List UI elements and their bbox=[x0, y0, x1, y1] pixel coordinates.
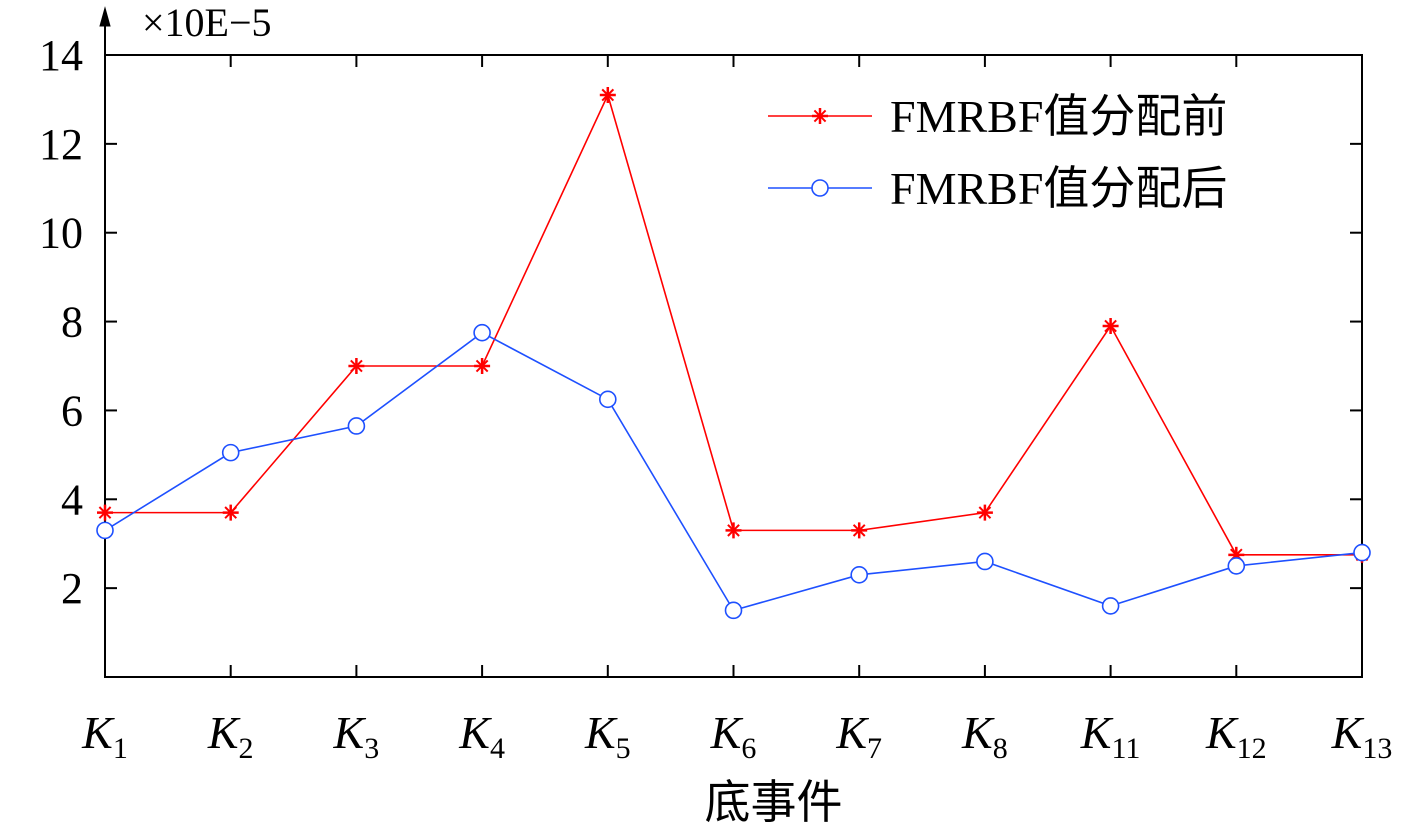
data-point bbox=[976, 552, 994, 571]
plot-frame bbox=[104, 54, 1363, 678]
x-tick-label: K3 bbox=[333, 707, 380, 765]
y-axis-ticks: 2 4 6 8 10 12 14 bbox=[39, 31, 1362, 613]
x-axis-ticks: K1 K2 K3 K4 K5 K6 K7 K8 K11 K12 K13 bbox=[81, 55, 1392, 765]
data-point bbox=[221, 443, 240, 462]
x-tick-label: K12 bbox=[1205, 707, 1267, 765]
y-tick-label: 8 bbox=[61, 298, 83, 347]
series-1 bbox=[97, 86, 1370, 563]
data-point bbox=[474, 358, 491, 374]
y-axis-multiplier: ×10E−5 bbox=[142, 0, 272, 45]
data-point bbox=[725, 522, 742, 539]
series-2 bbox=[96, 323, 1371, 620]
data-point bbox=[850, 566, 869, 584]
x-tick-label: K6 bbox=[710, 707, 757, 765]
data-point bbox=[851, 522, 868, 539]
data-point bbox=[348, 358, 365, 374]
x-tick-label: K11 bbox=[1080, 707, 1141, 765]
data-point bbox=[97, 504, 113, 521]
data-point bbox=[724, 601, 743, 620]
legend-item: FMRBF值分配前 bbox=[768, 91, 1227, 142]
data-point bbox=[1102, 318, 1119, 335]
y-tick-label: 12 bbox=[39, 120, 83, 169]
data-point bbox=[599, 86, 616, 103]
x-tick-label: K5 bbox=[584, 707, 631, 765]
series-line bbox=[104, 331, 1363, 612]
data-point bbox=[473, 323, 491, 342]
legend-marker bbox=[811, 179, 829, 197]
data-point bbox=[976, 504, 993, 521]
x-tick-label: K8 bbox=[961, 707, 1008, 765]
x-tick-label: K2 bbox=[207, 707, 254, 765]
y-tick-label: 2 bbox=[61, 564, 83, 613]
data-point bbox=[347, 417, 366, 435]
legend: FMRBF值分配前 FMRBF值分配后 bbox=[768, 91, 1227, 214]
y-tick-label: 6 bbox=[61, 386, 83, 435]
data-point bbox=[96, 521, 114, 540]
series-layer bbox=[96, 86, 1371, 620]
legend-label: FMRBF值分配后 bbox=[890, 163, 1227, 214]
y-tick-label: 4 bbox=[61, 475, 83, 524]
data-point bbox=[1227, 557, 1246, 575]
y-tick-label: 10 bbox=[39, 209, 83, 258]
y-axis-arrowhead bbox=[99, 6, 111, 27]
x-tick-label: K1 bbox=[81, 707, 128, 765]
x-axis-label: 底事件 bbox=[705, 777, 843, 828]
data-point bbox=[598, 390, 617, 409]
legend-label: FMRBF值分配前 bbox=[890, 91, 1227, 142]
legend-item: FMRBF值分配后 bbox=[768, 163, 1227, 214]
x-tick-label: K13 bbox=[1331, 707, 1393, 765]
data-point bbox=[1101, 597, 1120, 615]
x-tick-label: K4 bbox=[458, 707, 505, 765]
data-point bbox=[222, 504, 239, 521]
y-tick-label: 14 bbox=[39, 31, 83, 80]
data-point bbox=[1353, 543, 1371, 562]
legend-marker bbox=[812, 108, 828, 124]
x-tick-label: K7 bbox=[835, 707, 882, 765]
